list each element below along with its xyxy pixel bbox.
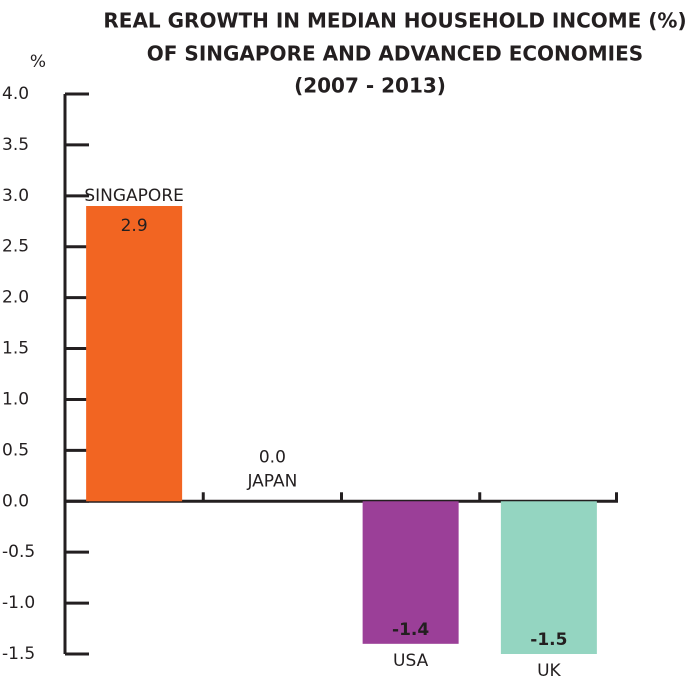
value-label: -1.4 <box>392 620 429 640</box>
chart-title: REAL GROWTH IN MEDIAN HOUSEHOLD INCOME (… <box>103 9 686 33</box>
y-tick-label: -1.5 <box>2 644 35 664</box>
y-tick-label: -0.5 <box>2 542 35 562</box>
y-tick-label: 2.0 <box>2 288 29 308</box>
bar <box>362 501 459 644</box>
y-axis-label: % <box>30 52 46 72</box>
value-label: 2.9 <box>121 216 148 236</box>
y-tick-label: 3.0 <box>2 186 29 206</box>
y-tick-label: 0.5 <box>2 440 29 460</box>
category-label: SINGAPORE <box>84 186 184 206</box>
bar <box>86 206 183 502</box>
y-tick-label: 1.5 <box>2 339 29 359</box>
bar <box>500 501 597 654</box>
category-label: JAPAN <box>246 471 297 491</box>
y-tick-label: 2.5 <box>2 237 29 257</box>
y-tick-label: 3.5 <box>2 135 29 155</box>
y-tick-label: 1.0 <box>2 389 29 409</box>
value-label: 0.0 <box>259 447 286 467</box>
y-tick-label: 0.0 <box>2 491 29 511</box>
y-tick-label: -1.0 <box>2 593 35 613</box>
chart-title: OF SINGAPORE AND ADVANCED ECONOMIES <box>147 42 643 66</box>
chart-title: (2007 - 2013) <box>294 74 446 98</box>
category-label: USA <box>393 651 429 671</box>
y-tick-label: 4.0 <box>2 84 29 104</box>
value-label: -1.5 <box>530 630 567 650</box>
category-label: UK <box>537 661 561 679</box>
